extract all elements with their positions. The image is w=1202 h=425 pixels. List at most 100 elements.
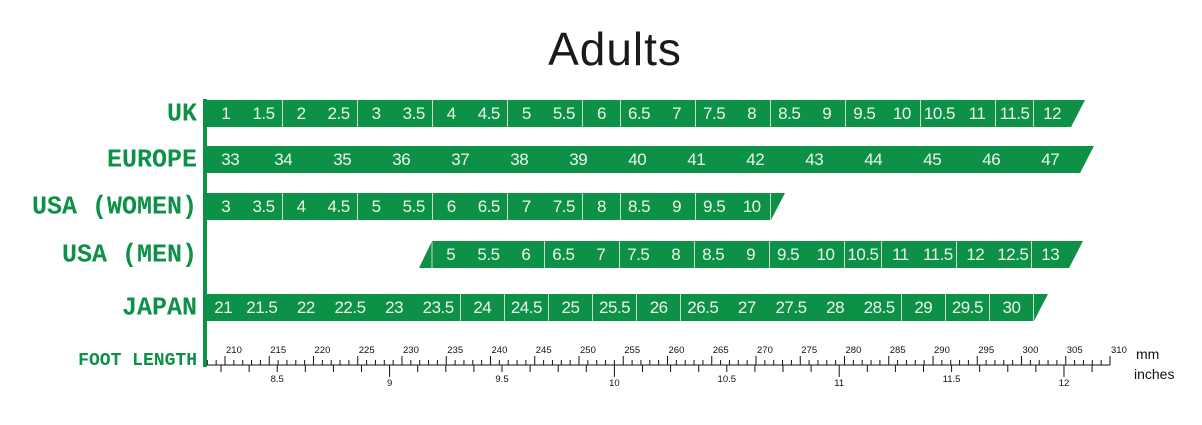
size-cell: 27 bbox=[725, 294, 770, 321]
mm-tick-label: 305 bbox=[1067, 345, 1083, 356]
mm-tick-label: 225 bbox=[359, 345, 375, 356]
chart-title: Adults bbox=[548, 23, 682, 75]
size-cell: 28.5 bbox=[857, 294, 902, 321]
row-label-europe: EUROPE bbox=[106, 144, 197, 175]
size-cell: 5.5 bbox=[395, 193, 434, 220]
size-cell: 7.5 bbox=[545, 193, 584, 220]
size-cell: 8.5 bbox=[694, 241, 733, 268]
size-cell: 7 bbox=[507, 193, 546, 220]
mm-tick-label: 250 bbox=[580, 345, 596, 356]
size-cell: 35 bbox=[313, 146, 373, 173]
size-cell: 34 bbox=[254, 146, 314, 173]
size-cell: 9.5 bbox=[695, 193, 734, 220]
size-cell: 4.5 bbox=[320, 193, 359, 220]
size-cell: 5.5 bbox=[470, 241, 508, 268]
row-end-slant bbox=[1069, 241, 1084, 268]
size-cell: 37 bbox=[431, 146, 491, 173]
size-cell: 6.5 bbox=[470, 193, 509, 220]
size-cell: 26.5 bbox=[681, 294, 726, 321]
size-cell: 33 bbox=[207, 146, 255, 173]
inch-tick-label: 10 bbox=[609, 378, 620, 389]
mm-tick-label: 260 bbox=[669, 345, 685, 356]
size-cell: 8.5 bbox=[770, 100, 809, 127]
mm-tick-label: 310 bbox=[1111, 345, 1127, 356]
foot-length-ruler: 210 215 220 225 230 235 240 245 250 255 260 265 270 2… bbox=[206, 345, 1127, 389]
row-label-usa-women: USA (WOMEN) bbox=[31, 191, 197, 222]
size-cell: 47 bbox=[1021, 146, 1081, 173]
size-cell: 5 bbox=[357, 193, 396, 220]
size-cell: 39 bbox=[549, 146, 609, 173]
mm-tick-label: 235 bbox=[447, 345, 463, 356]
size-cell: 24 bbox=[460, 294, 506, 321]
size-cell: 8.5 bbox=[620, 193, 659, 220]
size-cell: 21.5 bbox=[240, 294, 285, 321]
size-cell: 8 bbox=[657, 241, 696, 268]
size-cell: 45 bbox=[903, 146, 963, 173]
size-cell: 12.5 bbox=[994, 241, 1033, 268]
inch-tick-label: 11.5 bbox=[943, 374, 961, 385]
size-cell: 10 bbox=[733, 193, 772, 220]
size-cell: 24.5 bbox=[504, 294, 550, 321]
size-cell: 22.5 bbox=[328, 294, 373, 321]
size-cell: 7 bbox=[582, 241, 621, 268]
size-cell: 23 bbox=[372, 294, 417, 321]
size-cell: 21 bbox=[207, 294, 241, 321]
size-cell: 5.5 bbox=[545, 100, 584, 127]
size-cell: 9 bbox=[732, 241, 771, 268]
size-cell: 1.5 bbox=[245, 100, 284, 127]
mm-tick-label: 210 bbox=[226, 345, 242, 356]
size-cell: 43 bbox=[785, 146, 845, 173]
size-cell: 2 bbox=[282, 100, 321, 127]
size-cell: 3.5 bbox=[245, 193, 284, 220]
size-cell: 10 bbox=[883, 100, 922, 127]
row-end-slant bbox=[770, 193, 785, 220]
row-end-slant bbox=[1033, 294, 1048, 321]
size-cell: 4 bbox=[282, 193, 321, 220]
mm-tick-label: 255 bbox=[624, 345, 640, 356]
inch-tick-label: 8.5 bbox=[271, 374, 284, 385]
size-cell: 6 bbox=[582, 100, 621, 127]
size-cell: 10.5 bbox=[844, 241, 883, 268]
mm-tick-label: 240 bbox=[492, 345, 508, 356]
foot-length-label: FOOT LENGTH bbox=[78, 350, 197, 372]
inch-tick-label: 12 bbox=[1059, 378, 1070, 389]
size-cell: 36 bbox=[372, 146, 432, 173]
size-cell: 10 bbox=[807, 241, 845, 268]
mm-tick-label: 300 bbox=[1023, 345, 1039, 356]
row-label-japan: JAPAN bbox=[121, 292, 197, 323]
mm-tick-label: 275 bbox=[801, 345, 817, 356]
size-cell: 10.5 bbox=[920, 100, 959, 127]
size-cell: 40 bbox=[608, 146, 668, 173]
size-cell: 5 bbox=[432, 241, 471, 268]
mm-tick-label: 245 bbox=[536, 345, 552, 356]
size-cell: 41 bbox=[667, 146, 727, 173]
size-cell: 30 bbox=[989, 294, 1035, 321]
size-cell: 13 bbox=[1031, 241, 1070, 268]
size-cell: 7.5 bbox=[695, 100, 734, 127]
mm-tick-label: 230 bbox=[403, 345, 419, 356]
size-cell: 11.5 bbox=[996, 100, 1035, 127]
size-cell: 11 bbox=[958, 100, 997, 127]
row-end-slant bbox=[1071, 100, 1086, 127]
inch-tick-label: 11 bbox=[834, 378, 844, 389]
size-cell: 9.5 bbox=[845, 100, 884, 127]
row-end-slant bbox=[1080, 146, 1094, 173]
mm-tick-label: 285 bbox=[890, 345, 906, 356]
size-cell: 42 bbox=[726, 146, 786, 173]
size-cell: 44 bbox=[844, 146, 904, 173]
size-cell: 25.5 bbox=[592, 294, 638, 321]
mm-tick-label: 215 bbox=[270, 345, 286, 356]
size-cell: 7 bbox=[658, 100, 697, 127]
size-cell: 8 bbox=[733, 100, 772, 127]
mm-unit-label: mm bbox=[1136, 346, 1160, 362]
inch-tick-label: 9.5 bbox=[495, 374, 508, 385]
size-cell: 4.5 bbox=[470, 100, 509, 127]
mm-tick-label: 270 bbox=[757, 345, 773, 356]
size-cell: 2.5 bbox=[320, 100, 359, 127]
size-cell: 46 bbox=[962, 146, 1022, 173]
mm-tick-label: 220 bbox=[315, 345, 331, 356]
size-cell: 28 bbox=[813, 294, 858, 321]
vertical-axis-bar bbox=[203, 99, 207, 367]
size-cell: 1 bbox=[207, 100, 246, 127]
size-cell: 23.5 bbox=[416, 294, 461, 321]
